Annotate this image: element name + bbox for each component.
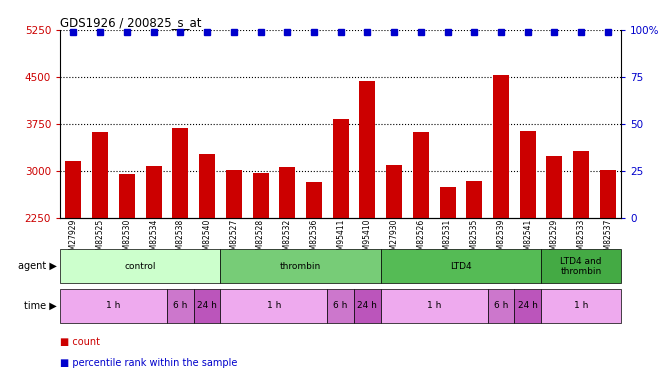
Bar — [167, 289, 194, 322]
Bar — [253, 172, 269, 217]
Bar — [119, 174, 135, 217]
Text: ■ count: ■ count — [60, 338, 100, 348]
Bar — [146, 166, 162, 218]
Bar — [220, 289, 327, 322]
Text: GDS1926 / 200825_s_at: GDS1926 / 200825_s_at — [60, 16, 202, 29]
Text: LTD4 and
thrombin: LTD4 and thrombin — [560, 256, 602, 276]
Bar — [541, 249, 621, 283]
Bar — [359, 81, 375, 218]
Bar — [92, 132, 108, 218]
Bar — [466, 181, 482, 218]
Bar — [220, 249, 381, 283]
Text: ■ percentile rank within the sample: ■ percentile rank within the sample — [60, 358, 238, 368]
Text: 1 h: 1 h — [106, 301, 121, 310]
Bar — [327, 289, 354, 322]
Bar — [279, 167, 295, 218]
Bar — [573, 151, 589, 217]
Text: thrombin: thrombin — [280, 262, 321, 271]
Bar — [333, 119, 349, 218]
Bar — [488, 289, 514, 322]
Bar — [381, 289, 488, 322]
Bar — [194, 289, 220, 322]
Bar — [546, 156, 562, 218]
Bar — [60, 289, 167, 322]
Text: 1 h: 1 h — [267, 301, 281, 310]
Text: LTD4: LTD4 — [450, 262, 472, 271]
Bar — [381, 249, 541, 283]
Bar — [386, 165, 402, 218]
Bar — [520, 130, 536, 218]
Bar — [541, 289, 621, 322]
Bar — [600, 170, 616, 217]
Text: agent ▶: agent ▶ — [18, 261, 57, 271]
Bar — [60, 249, 220, 283]
Text: 24 h: 24 h — [357, 301, 377, 310]
Text: 1 h: 1 h — [574, 301, 589, 310]
Text: 6 h: 6 h — [494, 301, 508, 310]
Bar — [65, 161, 81, 218]
Bar — [354, 289, 381, 322]
Bar — [199, 154, 215, 218]
Text: control: control — [124, 262, 156, 271]
Text: 24 h: 24 h — [197, 301, 217, 310]
Text: 6 h: 6 h — [333, 301, 348, 310]
Bar — [226, 170, 242, 217]
Bar — [514, 289, 541, 322]
Bar — [440, 187, 456, 218]
Text: time ▶: time ▶ — [24, 301, 57, 310]
Text: 6 h: 6 h — [173, 301, 188, 310]
Bar — [306, 182, 322, 218]
Bar — [413, 132, 429, 218]
Bar — [493, 75, 509, 217]
Text: 24 h: 24 h — [518, 301, 538, 310]
Bar — [172, 128, 188, 217]
Text: 1 h: 1 h — [427, 301, 442, 310]
